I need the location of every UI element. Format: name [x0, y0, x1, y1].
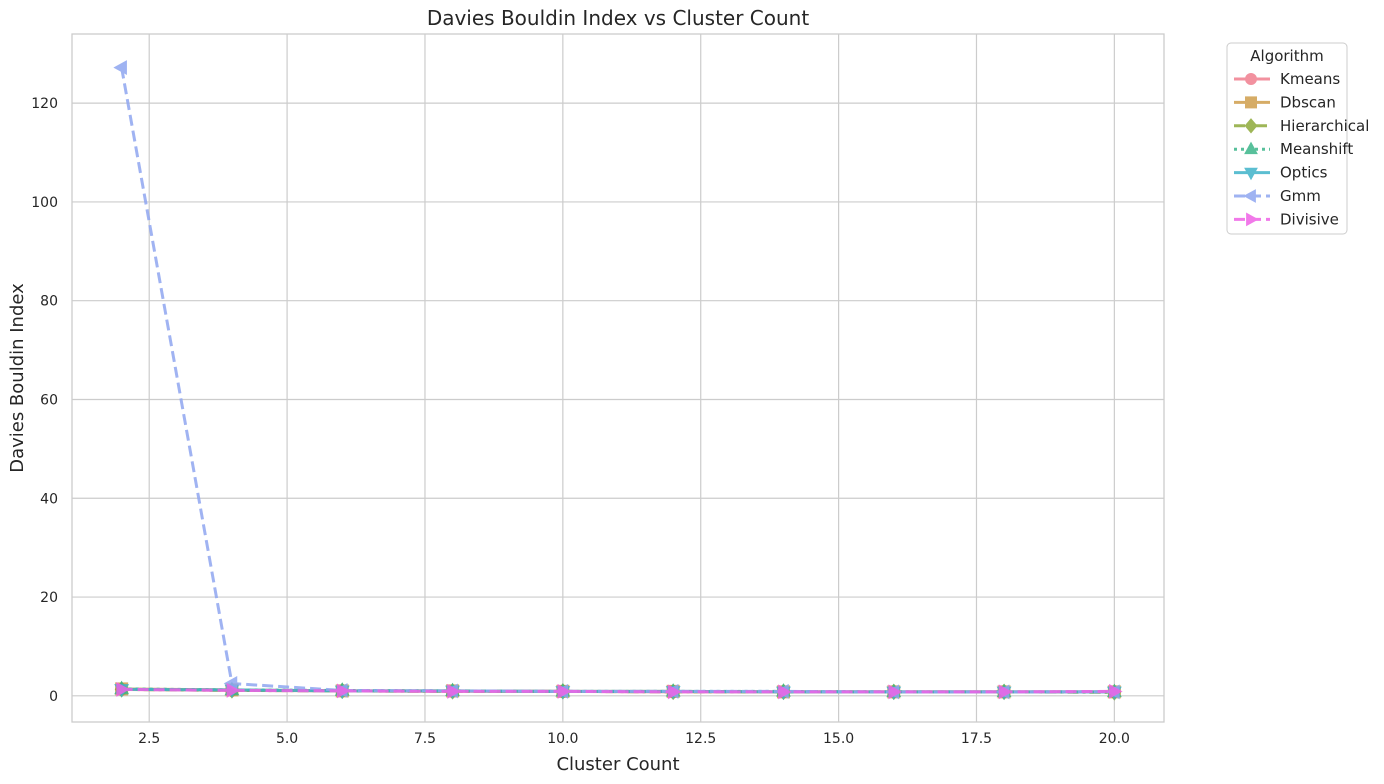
legend-marker-swatch: [1245, 96, 1257, 109]
data-point: [336, 683, 351, 699]
data-point: [113, 60, 127, 76]
legend-label: Hierarchical: [1280, 117, 1369, 135]
legend-label: Optics: [1280, 164, 1328, 182]
y-tick-label: 80: [40, 294, 58, 310]
legend-label: Dbscan: [1280, 93, 1336, 111]
series-line: [121, 687, 1115, 694]
x-tick-label: 15.0: [823, 731, 854, 747]
data-point: [667, 684, 682, 700]
legend-marker-swatch: [1244, 118, 1258, 134]
legend-item: [1234, 167, 1270, 181]
y-tick-label: 20: [40, 590, 58, 606]
y-tick-label: 0: [49, 689, 58, 705]
plot-background: [72, 34, 1164, 722]
grid: [72, 34, 1164, 722]
x-tick-label: 5.0: [276, 731, 298, 747]
legend-marker-swatch: [1243, 189, 1256, 203]
legend-label: Meanshift: [1280, 140, 1353, 158]
x-tick-label: 10.0: [547, 731, 578, 747]
legend-item: [1234, 73, 1270, 85]
legend-item: [1234, 189, 1270, 203]
legend-title: Algorithm: [1250, 47, 1323, 65]
series-divisive: [116, 681, 1123, 700]
x-tick-label: 20.0: [1099, 731, 1130, 747]
x-tick-label: 12.5: [685, 731, 716, 747]
legend-item: [1234, 212, 1270, 227]
chart-title: Davies Bouldin Index vs Cluster Count: [427, 6, 810, 30]
plot-frame: [71, 33, 1165, 723]
legend-marker-swatch: [1244, 141, 1258, 155]
legend: Algorithm Kmeans Dbscan Hierarchical Meansh…: [1226, 42, 1369, 235]
legend-item: [1234, 118, 1270, 134]
legend-box: [1226, 42, 1348, 235]
data-point: [778, 684, 792, 700]
data-point: [557, 683, 572, 699]
legend-item: [1234, 96, 1270, 109]
y-axis-label: Davies Bouldin Index: [7, 283, 28, 473]
data-point: [1109, 683, 1123, 699]
y-tick-label: 60: [40, 392, 58, 408]
y-tick-label: 100: [31, 195, 58, 211]
y-tick-label: 40: [40, 491, 58, 507]
legend-item: [1234, 141, 1270, 155]
series-layer: [113, 60, 1123, 701]
y-tick-labels: 0 20 40 60 80 100 120: [31, 96, 58, 705]
legend-label: Divisive: [1280, 210, 1339, 228]
x-axis-label: Cluster Count: [556, 754, 679, 775]
x-tick-label: 7.5: [414, 731, 436, 747]
data-point: [888, 684, 902, 700]
data-point: [226, 682, 241, 698]
data-point: [116, 681, 130, 697]
legend-marker-swatch: [1245, 73, 1257, 85]
y-tick-label: 120: [31, 96, 58, 112]
legend-label: Kmeans: [1280, 70, 1340, 88]
data-point: [447, 683, 461, 699]
legend-marker-swatch: [1244, 167, 1258, 181]
legend-marker-swatch: [1246, 212, 1259, 227]
legend-items: Kmeans Dbscan Hierarchical Meanshift Optics G…: [1234, 70, 1369, 228]
x-tick-label: 17.5: [961, 731, 992, 747]
data-point: [998, 684, 1013, 700]
legend-label: Gmm: [1280, 187, 1321, 205]
x-tick-label: 2.5: [138, 731, 160, 747]
x-tick-labels: 2.5 5.0 7.5 10.0 12.5 15.0 17.5 20.0: [138, 731, 1130, 747]
